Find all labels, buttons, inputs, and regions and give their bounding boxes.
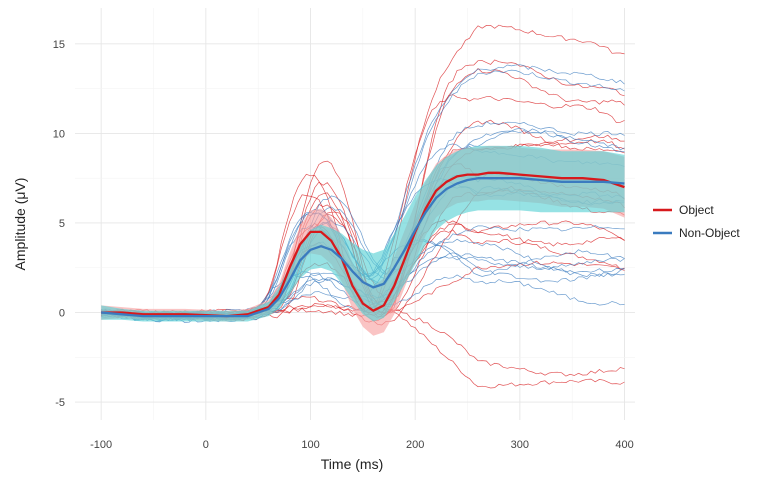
y-tick-label: 15 — [53, 39, 65, 51]
x-axis-title: Time (ms) — [321, 456, 383, 472]
legend-label-object: Object — [679, 203, 714, 217]
mean-line-non-object — [101, 177, 625, 318]
x-tick-label: 100 — [301, 439, 319, 451]
x-tick-label: 200 — [406, 439, 424, 451]
confidence-ribbons — [101, 145, 625, 336]
x-tick-label: -100 — [90, 439, 112, 451]
tick-labels: -100 0 100 200 300 400 -5 0 5 10 15 — [53, 39, 634, 451]
ribbon-non-object — [101, 145, 625, 322]
x-tick-label: 400 — [615, 439, 633, 451]
legend-label-non-object: Non-Object — [679, 226, 740, 240]
y-tick-label: 0 — [59, 308, 65, 320]
y-tick-label: 5 — [59, 218, 65, 230]
y-axis-title: Amplitude (μV) — [12, 178, 28, 271]
x-tick-label: 0 — [203, 439, 209, 451]
subject-trace-non-object — [101, 130, 625, 323]
grid-lines — [75, 8, 635, 420]
x-tick-label: 300 — [511, 439, 529, 451]
mean-lines — [101, 171, 625, 318]
legend: Object Non-Object — [653, 203, 740, 240]
y-tick-label: 10 — [53, 128, 65, 140]
y-tick-label: -5 — [55, 397, 65, 409]
